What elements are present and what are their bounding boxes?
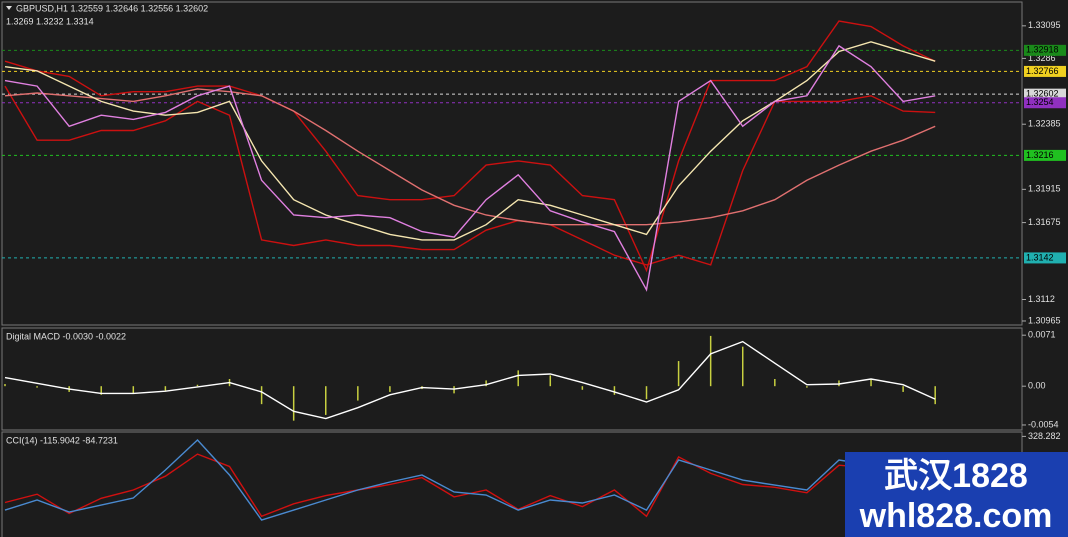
- series-line: [4, 44, 936, 292]
- level-label-box: [1024, 88, 1066, 100]
- series-line: [4, 88, 936, 226]
- series-line: [4, 439, 936, 521]
- y-tick-label: 1.30965: [1028, 315, 1061, 325]
- level-label: 1.3216: [1026, 150, 1054, 160]
- level-label: 1.32766: [1026, 66, 1059, 76]
- level-label-box: [1024, 97, 1066, 109]
- y-tick-label: 1.33095: [1028, 20, 1061, 30]
- level-label-box: [1024, 252, 1066, 264]
- level-label: 1.32918: [1026, 45, 1059, 55]
- level-label: 1.3254: [1026, 97, 1054, 107]
- level-label-box: [1024, 149, 1066, 161]
- series-line: [4, 41, 936, 241]
- y-tick-label: 1.3286: [1028, 53, 1056, 63]
- watermark-text: 武汉1828: [884, 457, 1028, 495]
- level-label-box: [1024, 65, 1066, 77]
- watermark: 武汉1828 whl828.com: [845, 452, 1068, 537]
- series-line: [4, 340, 936, 420]
- watermark-box: [845, 452, 1068, 537]
- series-line: [4, 85, 936, 266]
- y-tick-label: 1.3112: [1028, 294, 1055, 304]
- macd-header: Digital MACD -0.0030 -0.0022: [6, 331, 126, 341]
- series-line: [4, 20, 936, 273]
- y-tick-label: 1.31675: [1028, 217, 1061, 227]
- y-tick-label: 1.31915: [1028, 184, 1061, 194]
- y-tick-label: 0.0071: [1028, 330, 1056, 340]
- level-label-box: [1024, 44, 1066, 56]
- cci-header: CCI(14) -115.9042 -84.7231: [6, 435, 118, 445]
- symbol-header: GBPUSD,H1 1.32559 1.32646 1.32556 1.3260…: [16, 3, 208, 13]
- y-tick-label: -0.0054: [1028, 419, 1059, 429]
- price-panel: [1, 1, 1023, 326]
- y-tick-label: 1.32385: [1028, 119, 1061, 129]
- y-tick-label: 0.00: [1028, 381, 1046, 391]
- macd-panel: [1, 327, 1023, 431]
- level-label: 1.3142: [1026, 252, 1054, 262]
- indicator-header: 1.3269 1.3232 1.3314: [6, 16, 94, 26]
- menu-arrow[interactable]: [6, 6, 12, 10]
- watermark-url: whl828.com: [859, 497, 1053, 535]
- level-label: 1.32602: [1026, 89, 1059, 99]
- y-tick-label: 328.282: [1028, 431, 1061, 441]
